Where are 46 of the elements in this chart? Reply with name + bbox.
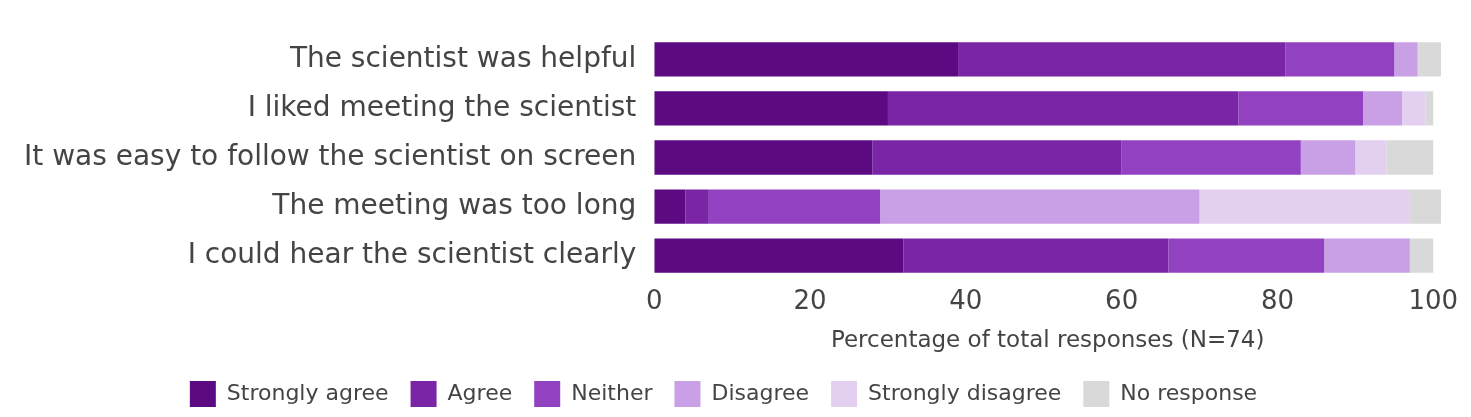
bar (1409, 238, 1434, 273)
bar (1394, 42, 1418, 77)
bar (685, 189, 709, 224)
x-tick-label: 80 (1260, 284, 1294, 315)
x-tick-label: 40 (949, 284, 983, 315)
x-tick-label: 100 (1408, 284, 1459, 315)
x-tick-label: 60 (1105, 284, 1139, 315)
x-tick-label: 0 (646, 284, 663, 315)
bar (654, 189, 686, 224)
bar (1363, 91, 1403, 126)
legend-label: No response (1120, 379, 1258, 405)
y-tick-label: I liked meeting the scientist (247, 89, 637, 123)
bar (1121, 140, 1301, 175)
bar (1355, 140, 1387, 175)
legend-label: Strongly disagree (868, 379, 1062, 405)
bar (958, 42, 1286, 77)
bar (1168, 238, 1325, 273)
bar (880, 189, 1200, 224)
bar (1285, 42, 1395, 77)
legend-label: Neither (571, 379, 654, 405)
y-tick-label: I could hear the scientist clearly (187, 236, 637, 270)
bar (1402, 91, 1426, 126)
y-tick-label: The scientist was helpful (288, 40, 637, 74)
y-tick-label: It was easy to follow the scientist on screen (24, 138, 637, 172)
bar (1417, 42, 1441, 77)
legend-label: Agree (447, 379, 513, 405)
bar (1238, 91, 1364, 126)
bar (708, 189, 881, 224)
bar (1300, 140, 1356, 175)
bar (1425, 91, 1434, 126)
legend-label: Strongly agree (226, 379, 389, 405)
bar (654, 238, 904, 273)
bar (654, 140, 873, 175)
bar (903, 238, 1169, 273)
x-axis-title: Percentage of total responses (N=74) (830, 326, 1265, 353)
bar (1386, 140, 1434, 175)
bar (654, 91, 888, 126)
x-tick-label: 20 (793, 284, 827, 315)
y-tick-label: The meeting was too long (271, 187, 637, 221)
bar (1199, 189, 1410, 224)
bar (1324, 238, 1410, 273)
legend-label: Disagree (711, 379, 810, 405)
bar (1409, 189, 1441, 224)
bar (872, 140, 1122, 175)
bar (654, 42, 959, 77)
bar (887, 91, 1239, 126)
